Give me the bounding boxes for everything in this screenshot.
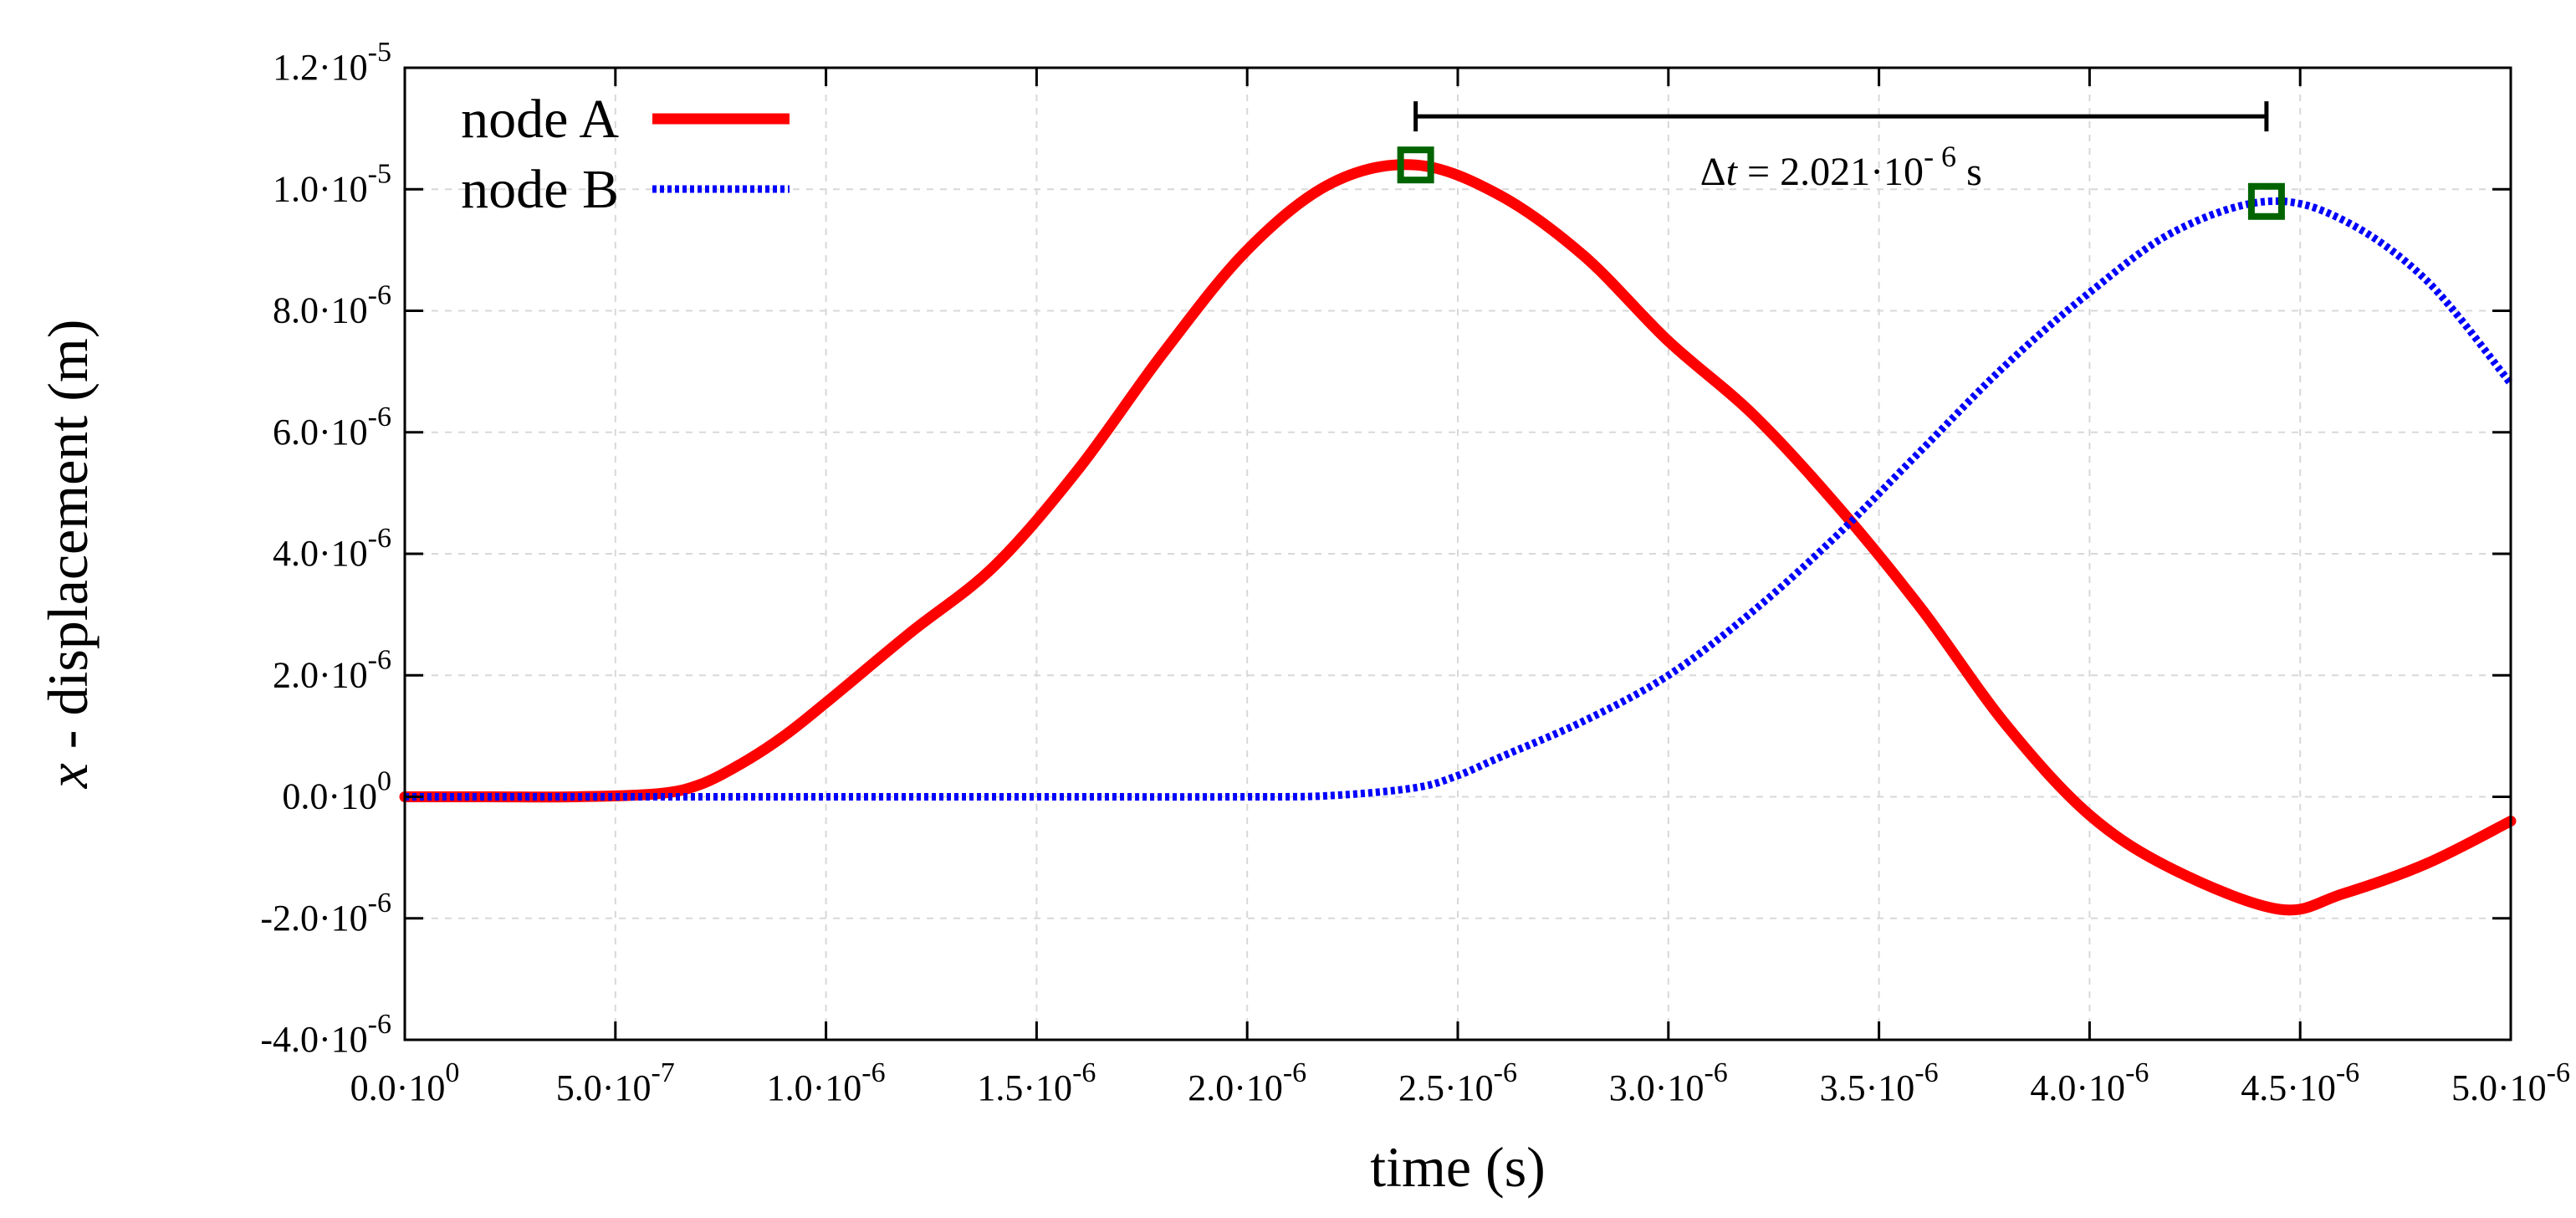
x-tick-label: 1.5·10-6: [977, 1057, 1096, 1108]
x-tick-label: 3.0·10-6: [1609, 1057, 1728, 1108]
axis-ticks: 0.0·100 5.0·10-7 1.0·10-6 1.5·10-6 2.0·10-6 2…: [260, 37, 2570, 1108]
y-tick-label: 1.0·10-5: [273, 158, 391, 209]
x-tick-label: 0.0·100: [350, 1057, 460, 1108]
y-tick-label: 4.0·10-6: [273, 523, 391, 574]
axis-labels: time (s) x - displacement (m): [36, 320, 1546, 1199]
y-tick-label: 1.2·10-5: [273, 37, 391, 88]
y-tick-label: 6.0·10-6: [273, 402, 391, 453]
legend: node A node B: [461, 89, 790, 220]
peak-marker: [2247, 182, 2285, 220]
y-tick-label: 8.0·10-6: [273, 280, 391, 331]
peak-marker: [1397, 146, 1434, 184]
legend-label: node A: [461, 89, 619, 150]
x-axis-title: time (s): [1370, 1135, 1546, 1199]
y-tick-label: 2.0·10-6: [273, 644, 391, 695]
delta-t-annotation: Δt = 2.021·10- 6 s: [1413, 101, 2269, 194]
y-axis-title: x - displacement (m): [36, 320, 100, 790]
x-tick-label: 2.0·10-6: [1188, 1057, 1306, 1108]
grid: [405, 68, 2511, 1040]
x-tick-label: 3.5·10-6: [1820, 1057, 1939, 1108]
x-tick-label: 5.0·10-6: [2451, 1057, 2570, 1108]
x-tick-label: 4.0·10-6: [2030, 1057, 2149, 1108]
x-tick-label: 1.0·10-6: [767, 1057, 886, 1108]
y-tick-label: 0.0·100: [282, 766, 391, 817]
series-layer: [399, 159, 2517, 916]
series-line-node-a: [399, 159, 2517, 916]
x-tick-label: 5.0·10-7: [556, 1057, 675, 1108]
x-tick-label: 4.5·10-6: [2241, 1057, 2359, 1108]
series-line-node-b: [405, 197, 2514, 801]
delta-t-label: Δt = 2.021·10- 6 s: [1700, 140, 1982, 194]
legend-label: node B: [461, 159, 619, 220]
marker-layer: [1397, 146, 2285, 220]
x-tick-label: 2.5·10-6: [1398, 1057, 1517, 1108]
y-tick-label: -4.0·10-6: [260, 1009, 391, 1060]
y-tick-label: -2.0·10-6: [260, 888, 391, 939]
